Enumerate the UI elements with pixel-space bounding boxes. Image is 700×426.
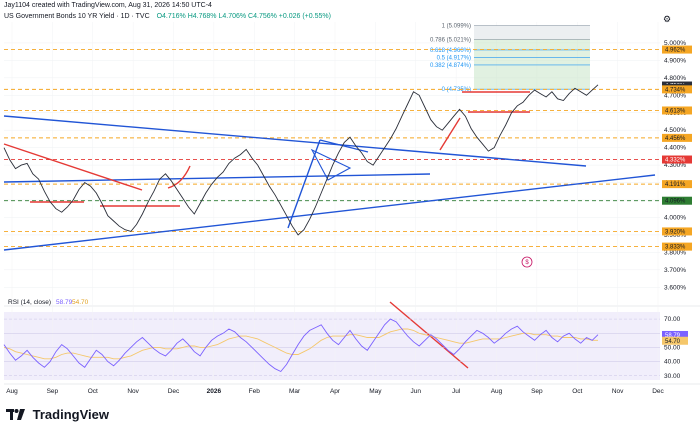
rsi-title: RSI (14, close) (8, 299, 51, 306)
price-axis-tag-label: 4.332% (665, 158, 686, 164)
brand-name: TradingView (32, 407, 109, 423)
y-tick-label: 5.000% (664, 40, 686, 47)
chart-header: Jay1104 created with TradingView.com, Au… (4, 2, 331, 20)
trendline (3, 174, 656, 251)
tradingview-logo-icon (6, 409, 25, 421)
x-tick-label: Aug (6, 388, 18, 395)
y-tick-label: 3.800% (664, 249, 686, 256)
rsi-y-tick-label: 50.00 (664, 344, 681, 351)
rsi-ma-value: 54.70 (72, 299, 89, 306)
trendline (3, 115, 587, 167)
red-annotation (3, 143, 143, 191)
red-arc-annotation (167, 165, 191, 189)
x-tick-label: Dec (168, 388, 180, 395)
rsi-line (3, 318, 599, 373)
red-annotation (439, 117, 461, 151)
price-axis-tag-label: 4.962% (665, 48, 686, 54)
rsi-y-tick-label: 30.00 (664, 373, 681, 380)
author-line: Jay1104 created with TradingView.com, Au… (4, 2, 212, 9)
x-tick-label: Sep (47, 388, 59, 395)
price-axis-tag-label: 4.191% (665, 182, 686, 188)
x-tick-label: Mar (289, 388, 301, 395)
y-tick-label: 4.300% (664, 162, 686, 169)
x-tick-label: 2026 (207, 388, 222, 395)
rsi-axis-tag (662, 336, 688, 345)
price-axis-tag-label: 4.456% (665, 136, 686, 142)
price-axis-tag (662, 155, 692, 164)
currency-symbol: $ (525, 260, 529, 266)
ohlc-line: O4.716% H4.768% L4.706% C4.756% +0.026 (… (156, 13, 331, 20)
rsi-pane[interactable] (4, 312, 660, 380)
rsi-axis-tag-label: 54.70 (665, 339, 681, 345)
settings-icon[interactable]: ⚙ (663, 14, 672, 24)
price-axis-tag-label: 4.613% (665, 108, 686, 114)
price-axis-tag (662, 196, 692, 205)
x-tick-label: Oct (88, 388, 98, 395)
fib-zone-top (474, 25, 590, 40)
symbol-line: US Government Bonds 10 YR Yield · 1D · T… (4, 13, 150, 20)
price-axis-tag (662, 180, 692, 189)
x-tick-label: Jul (452, 388, 461, 395)
price-axis-tag (662, 242, 692, 251)
rsi-ma-line (3, 328, 598, 360)
y-tick-label: 4.800% (664, 75, 686, 82)
y-tick-label: 4.900% (664, 57, 686, 64)
price-axis-tag (662, 227, 692, 236)
x-tick-label: Nov (127, 388, 139, 395)
x-tick-label: Oct (572, 388, 582, 395)
fib-level-label: 0.5 (4.917%) (437, 55, 471, 61)
rsi-y-tick-label: 40.00 (664, 359, 681, 366)
price-axis-tag (662, 106, 692, 115)
price-axis-tag-label: 3.920% (665, 229, 686, 235)
fib-zone (474, 39, 590, 90)
price-series-line (3, 84, 599, 236)
fib-level-label: 0.382 (4.874%) (430, 63, 471, 69)
x-tick-label: Sep (531, 388, 543, 395)
y-tick-label: 4.400% (664, 145, 686, 152)
tradingview-logo[interactable]: TradingView (6, 406, 109, 422)
y-tick-label: 3.700% (664, 267, 686, 274)
rsi-axis-tag-label: 58.79 (665, 333, 681, 339)
price-axis-tag (662, 133, 692, 142)
rsi-y-tick-label: 70.00 (664, 316, 681, 323)
price-axis-tag (662, 45, 692, 54)
trendline (319, 139, 369, 153)
x-tick-label: Dec (652, 388, 664, 395)
x-tick-label: Aug (491, 388, 503, 395)
fib-level-label: 1 (5.099%) (442, 24, 471, 30)
flag-pattern (310, 148, 352, 181)
price-axis-tag-label: 3.833% (665, 245, 686, 251)
price-axis-tag-label: 4.734% (665, 87, 686, 93)
red-annotation (389, 301, 469, 369)
currency-icon[interactable] (521, 256, 533, 268)
y-tick-label: 4.000% (664, 214, 686, 221)
x-tick-label: Jun (411, 388, 422, 395)
y-tick-label: 4.700% (664, 92, 686, 99)
fib-level-label: 0 (4.735%) (442, 87, 471, 93)
x-tick-label: Apr (330, 388, 341, 395)
y-tick-label: 3.600% (664, 284, 686, 291)
x-tick-label: Nov (612, 388, 624, 395)
rsi-value: 58.79 (56, 299, 73, 306)
x-tick-label: May (369, 388, 382, 395)
fib-level-label: 0.786 (5.021%) (430, 37, 471, 43)
rsi-axis-tag (662, 330, 688, 339)
x-tick-label: Feb (249, 388, 261, 395)
y-tick-label: 4.500% (664, 127, 686, 134)
fib-level-label: 0.618 (4.960%) (430, 48, 471, 54)
symbol-info: US Government Bonds 10 YR Yield · 1D · T… (4, 13, 331, 20)
price-axis-tag (662, 85, 692, 94)
price-axis-tag-label: 4.096% (665, 199, 686, 205)
